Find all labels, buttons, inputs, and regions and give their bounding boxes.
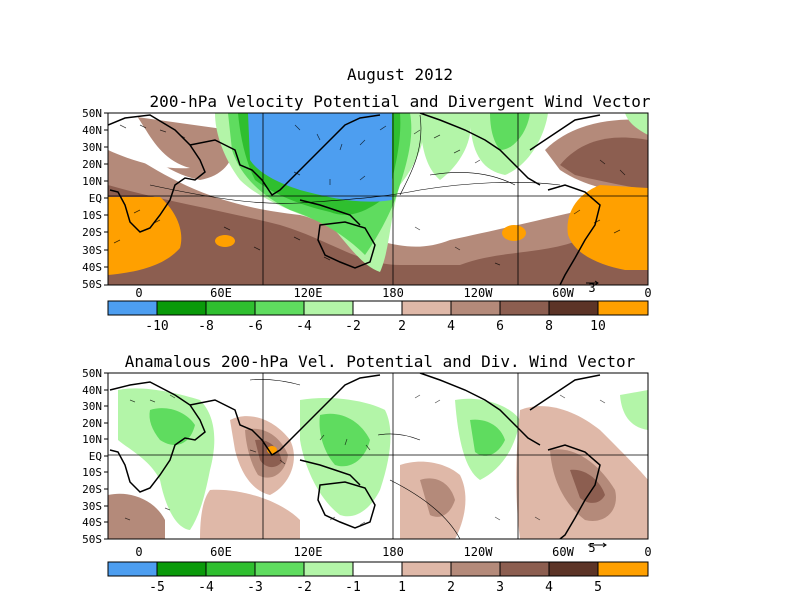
lat-label: 20S <box>82 483 102 496</box>
colorbar-swatch <box>548 300 599 316</box>
colorbar-label: 4 <box>545 580 553 595</box>
colorbar-label: 2 <box>447 580 455 595</box>
lat-label: 20N <box>82 158 102 171</box>
lon-label: 0 <box>135 545 142 559</box>
panel2-lon-labels: 0 60E 120E 180 120W 60W 0 <box>135 545 651 559</box>
panel2-colorbar <box>107 561 649 577</box>
colorbar-label: -4 <box>296 319 312 334</box>
colorbar-swatch <box>548 561 599 577</box>
lat-label: 50S <box>82 278 102 291</box>
lat-label: 30N <box>82 400 102 413</box>
lon-label: 60W <box>552 286 574 300</box>
lat-label: 50N <box>82 107 102 120</box>
panel1-colorbar-labels: -10 -8 -6 -4 -2 2 4 6 8 10 <box>145 319 606 334</box>
lon-label: 60E <box>210 286 232 300</box>
panel2-title: Anamalous 200-hPa Vel. Potential and Div… <box>124 352 636 371</box>
panel2-colorbar-labels: -5 -4 -3 -2 -1 1 2 3 4 5 <box>149 580 602 595</box>
colorbar-swatch <box>107 300 158 316</box>
colorbar-label: -8 <box>198 319 214 334</box>
colorbar-label: -1 <box>345 580 361 595</box>
colorbar-label: 10 <box>590 319 606 334</box>
panel2-coastlines <box>109 373 601 539</box>
lon-label: 180 <box>382 286 404 300</box>
colorbar-label: 2 <box>398 319 406 334</box>
panel2-map <box>104 372 649 540</box>
colorbar-swatch <box>107 561 158 577</box>
panel2-vector-ref: 5 <box>588 541 607 555</box>
colorbar-swatch <box>450 561 501 577</box>
lat-label: 10N <box>82 433 102 446</box>
colorbar-swatch <box>499 561 550 577</box>
lat-label: 50S <box>82 533 102 546</box>
lat-label: 30S <box>82 500 102 513</box>
panel1-vector-ref: 3 <box>586 280 599 295</box>
lon-label: 0 <box>644 286 651 300</box>
lat-label: 40S <box>82 261 102 274</box>
colorbar-label: 6 <box>496 319 504 334</box>
colorbar-swatch <box>597 300 649 316</box>
colorbar-swatch <box>597 561 649 577</box>
colorbar-label: -6 <box>247 319 263 334</box>
lon-label: 120E <box>294 286 323 300</box>
lon-label: 0 <box>644 545 651 559</box>
lat-label: 10N <box>82 175 102 188</box>
panel1-title: 200-hPa Velocity Potential and Divergent… <box>149 92 651 111</box>
colorbar-label: -10 <box>145 319 168 334</box>
lon-label: 120W <box>464 286 494 300</box>
colorbar-label: 4 <box>447 319 455 334</box>
panel1-lon-labels: 0 60E 120E 180 120W 60W 0 <box>135 286 651 300</box>
colorbar-swatch <box>401 300 452 316</box>
colorbar-label: -5 <box>149 580 165 595</box>
colorbar-swatch <box>205 561 256 577</box>
colorbar-swatch <box>303 300 354 316</box>
panel1-lat-labels: 50N 40N 30N 20N 10N EQ 10S 20S 30S 40S 5… <box>82 107 102 291</box>
lon-label: 120W <box>464 545 494 559</box>
vector-ref-label: 3 <box>588 281 595 295</box>
lat-label: 10S <box>82 466 102 479</box>
colorbar-swatch <box>254 561 305 577</box>
colorbar-swatch <box>401 561 452 577</box>
colorbar-label: 8 <box>545 319 553 334</box>
colorbar-swatch <box>156 561 207 577</box>
lat-label: 10S <box>82 209 102 222</box>
lon-label: 60E <box>210 545 232 559</box>
lat-label: 30N <box>82 141 102 154</box>
lat-label: 20N <box>82 417 102 430</box>
colorbar-label: 1 <box>398 580 406 595</box>
colorbar-label: -2 <box>345 319 361 334</box>
colorbar-swatch <box>450 300 501 316</box>
lat-label: EQ <box>89 450 102 463</box>
main-title: August 2012 <box>347 65 453 84</box>
colorbar-swatch <box>303 561 354 577</box>
colorbar-swatch <box>205 300 256 316</box>
colorbar-label: -3 <box>247 580 263 595</box>
vector-ref-label: 5 <box>588 541 595 555</box>
colorbar-label: -4 <box>198 580 214 595</box>
lat-label: EQ <box>89 192 102 205</box>
colorbar-swatch <box>352 561 403 577</box>
colorbar-swatch <box>352 300 403 316</box>
lon-label: 180 <box>382 545 404 559</box>
lat-label: 20S <box>82 226 102 239</box>
panel1-coastlines <box>108 113 601 285</box>
colorbar-swatch <box>499 300 550 316</box>
colorbar-label: 3 <box>496 580 504 595</box>
lon-label: 0 <box>135 286 142 300</box>
lat-label: 40N <box>82 124 102 137</box>
colorbar-label: 5 <box>594 580 602 595</box>
lat-label: 30S <box>82 244 102 257</box>
panel1-map <box>104 112 649 286</box>
colorbar-label: -2 <box>296 580 312 595</box>
lon-label: 60W <box>552 545 574 559</box>
colorbar-swatch <box>156 300 207 316</box>
colorbar-swatch <box>254 300 305 316</box>
panel1-colorbar <box>107 300 649 316</box>
lat-label: 40S <box>82 516 102 529</box>
panel2-lat-labels: 50N 40N 30N 20N 10N EQ 10S 20S 30S 40S 5… <box>82 367 102 546</box>
lon-label: 120E <box>294 545 323 559</box>
lat-label: 40N <box>82 384 102 397</box>
lat-label: 50N <box>82 367 102 380</box>
